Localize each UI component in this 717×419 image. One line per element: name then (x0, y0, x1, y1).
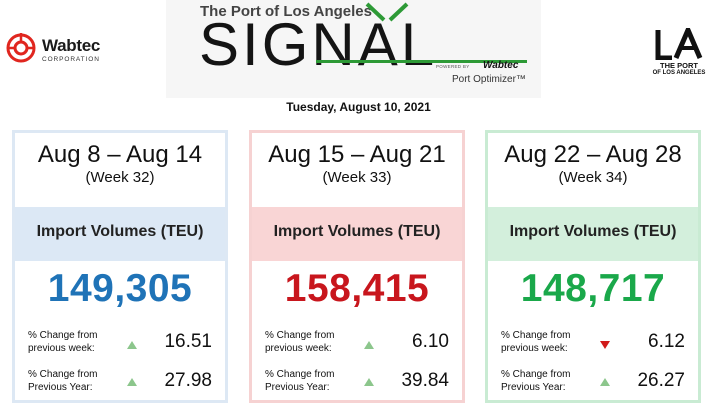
change-year-label: % Change from Previous Year: (501, 368, 601, 394)
wabtec-logo-name: Wabtec (42, 36, 101, 55)
triangle-up-icon (600, 378, 610, 386)
week-date-range: Aug 8 – Aug 14 (37, 141, 203, 168)
metric-title: Import Volumes (TEU) (273, 223, 441, 240)
week-number: (Week 33) (322, 169, 392, 186)
change-year-label: % Change from Previous Year: (265, 368, 365, 394)
change-week-label-line1: % Change from (28, 330, 98, 341)
change-week-value: 16.51 (164, 331, 212, 352)
signal-x-icon (365, 2, 409, 22)
change-year-label-line1: % Change from (28, 369, 98, 380)
week-number: (Week 34) (558, 169, 628, 186)
triangle-up-icon (364, 341, 374, 349)
import-volume-value: 148,717 (520, 267, 666, 310)
week-card: Aug 15 – Aug 21 (Week 33) Import Volumes… (249, 130, 465, 403)
signal-wordmark: SIGNAL (199, 11, 438, 78)
import-volume-value: 158,415 (284, 267, 430, 310)
signal-underline (316, 60, 527, 63)
week-card: Aug 8 – Aug 14 (Week 32) Import Volumes … (12, 130, 228, 403)
change-week-label-line1: % Change from (501, 330, 571, 341)
la-logo-line2: OF LOS ANGELES (652, 70, 706, 76)
change-year-label-line2: Previous Year: (501, 382, 566, 393)
port-title: The Port of Los Angeles (200, 3, 372, 20)
powered-by-label: POWERED BY (436, 64, 470, 69)
change-week-value: 6.12 (648, 331, 685, 352)
change-week-label-line2: previous week: (265, 343, 332, 354)
triangle-up-icon (127, 341, 137, 349)
change-year-label: % Change from Previous Year: (28, 368, 128, 394)
change-year-label-line2: Previous Year: (28, 382, 93, 393)
change-week-label-line2: previous week: (28, 343, 95, 354)
la-logo-line1: THE PORT (660, 61, 698, 70)
wabtec-logo-subtitle: CORPORATION (42, 56, 100, 63)
wabtec-logo: Wabtec CORPORATION (4, 30, 124, 70)
import-volume-value: 149,305 (47, 267, 193, 310)
change-week-value: 6.10 (412, 331, 449, 352)
week-card: Aug 22 – Aug 28 (Week 34) Import Volumes… (485, 130, 701, 403)
change-week-label: % Change from previous week: (265, 329, 365, 355)
week-date-range: Aug 22 – Aug 28 (504, 141, 682, 168)
signal-banner: The Port of Los Angeles SIGNAL POWERED B… (166, 0, 541, 98)
change-year-value: 27.98 (164, 370, 212, 391)
triangle-up-icon (127, 378, 137, 386)
change-year-label-line1: % Change from (501, 369, 571, 380)
port-of-la-logo: THE PORT OF LOS ANGELES (650, 23, 708, 83)
metric-title: Import Volumes (TEU) (36, 223, 204, 240)
change-week-label: % Change from previous week: (28, 329, 128, 355)
report-date: Tuesday, August 10, 2021 (286, 100, 431, 114)
product-name: Port Optimizer™ (452, 74, 526, 85)
metric-band (15, 207, 225, 261)
week-number: (Week 32) (85, 169, 155, 186)
metric-band (252, 207, 462, 261)
powered-brand: Wabtec (483, 60, 519, 71)
change-year-label-line1: % Change from (265, 369, 335, 380)
change-year-value: 39.84 (401, 370, 449, 391)
change-year-value: 26.27 (637, 370, 685, 391)
wabtec-logo-icon (6, 33, 36, 63)
week-date-range: Aug 15 – Aug 21 (268, 141, 446, 168)
triangle-down-icon (600, 341, 610, 349)
change-week-label-line1: % Change from (265, 330, 335, 341)
metric-title: Import Volumes (TEU) (509, 223, 677, 240)
metric-band (488, 207, 698, 261)
change-year-label-line2: Previous Year: (265, 382, 330, 393)
change-week-label-line2: previous week: (501, 343, 568, 354)
triangle-up-icon (364, 378, 374, 386)
la-logo-icon (655, 23, 703, 61)
change-week-label: % Change from previous week: (501, 329, 601, 355)
